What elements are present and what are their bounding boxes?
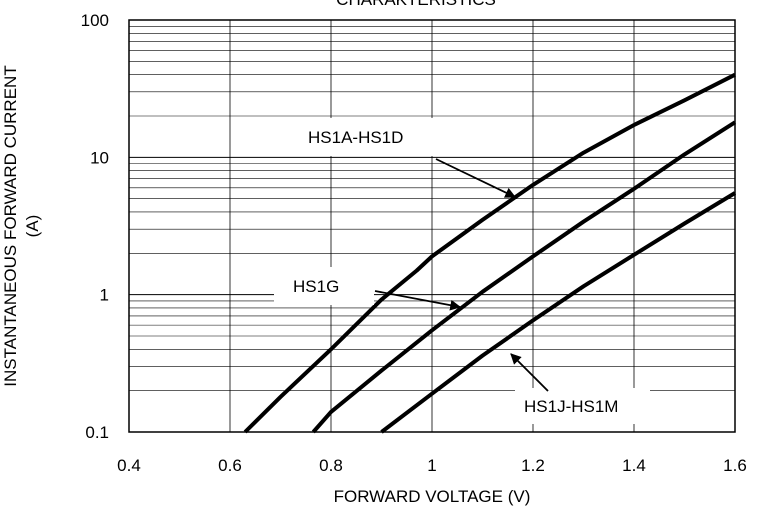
x-tick-label: 0.6 — [218, 456, 242, 475]
annotation-hs1a-hs1d: HS1A-HS1D — [296, 118, 516, 198]
plot-frame — [128, 19, 736, 433]
annotation-label-hs1g: HS1G — [293, 277, 339, 296]
annotation-hs1j-hs1m: HS1J-HS1M — [510, 353, 650, 424]
series-layer — [243, 72, 737, 434]
annotation-hs1g: HS1G — [274, 267, 462, 311]
grid — [128, 20, 736, 433]
series-line-hs1a-hs1d — [243, 72, 736, 434]
x-tick-label: 1.4 — [622, 456, 646, 475]
x-axis-label: FORWARD VOLTAGE (V) — [334, 487, 531, 506]
y-axis-label: INSTANTANEOUS FORWARD CURRENT (A) — [1, 65, 42, 386]
y-tick-label: 1 — [100, 286, 109, 305]
y-axis-unit: (A) — [23, 215, 42, 238]
annotation-arrow-hs1a-hs1d — [435, 158, 516, 198]
y-tick-label: 10 — [90, 148, 109, 167]
y-tick-labels: 0.1 1 10 100 — [81, 11, 109, 442]
series-line-hs1g — [311, 120, 737, 434]
y-axis-label-text: INSTANTANEOUS FORWARD CURRENT — [1, 65, 20, 386]
annotation-label-hs1a-hs1d: HS1A-HS1D — [308, 128, 403, 147]
x-tick-label: 1.6 — [723, 456, 747, 475]
x-tick-label: 0.8 — [319, 456, 343, 475]
annotation-label-hs1j-hs1m: HS1J-HS1M — [524, 397, 618, 416]
annotation-arrow-hs1g — [374, 290, 462, 311]
x-tick-label: 0.4 — [117, 456, 141, 475]
y-tick-label: 0.1 — [85, 423, 109, 442]
x-tick-labels: 0.4 0.6 0.8 1 1.2 1.4 1.6 — [117, 456, 747, 475]
y-tick-label: 100 — [81, 11, 109, 30]
annotation-arrow-hs1j-hs1m — [510, 353, 549, 392]
chart-title: CHARAKTERISTICS — [336, 0, 496, 9]
series-line-hs1j-hs1m — [380, 191, 737, 434]
x-tick-label: 1.2 — [521, 456, 545, 475]
x-tick-label: 1 — [427, 456, 436, 475]
